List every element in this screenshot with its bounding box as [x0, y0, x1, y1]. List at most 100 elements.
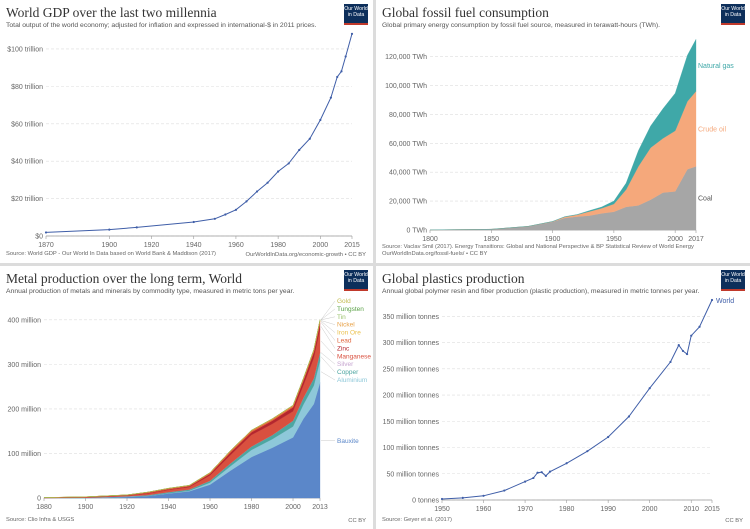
source-note: Source: World GDP - Our World In Data ba…: [6, 251, 216, 257]
x-tick-label: 2015: [344, 242, 360, 249]
license-note[interactable]: CC BY: [725, 518, 743, 524]
data-point: [669, 360, 672, 364]
source-line-1: Source: Vaclav Smil (2017). Energy Trans…: [382, 244, 694, 250]
x-tick-label: 1900: [78, 504, 94, 511]
license-note[interactable]: OurWorldInData.org/economic-growth • CC …: [245, 252, 366, 258]
x-tick-label: 1850: [484, 236, 500, 243]
y-tick-label: $80 trillion: [11, 84, 43, 91]
y-tick-label: 60,000 TWh: [389, 141, 427, 148]
label-leader: [320, 352, 336, 365]
data-point: [440, 497, 444, 501]
data-point: [287, 162, 290, 165]
data-point: [607, 435, 610, 439]
x-tick-label: 1940: [161, 504, 177, 511]
data-point: [685, 352, 689, 356]
data-point: [648, 387, 651, 390]
y-tick-label: 100 million: [8, 451, 42, 458]
y-tick-label: 250 million tonnes: [383, 366, 440, 373]
owid-logo[interactable]: Our World in Data: [344, 270, 368, 291]
logo-line-1: Our World: [344, 6, 368, 12]
source-note: Source: Clio Infra & USGS: [6, 517, 75, 523]
label-leader: [320, 322, 336, 341]
data-point: [681, 349, 685, 353]
x-tick-label: 2015: [704, 506, 720, 513]
x-tick-label: 1920: [119, 504, 135, 511]
series-label: Tungsten: [337, 306, 364, 313]
data-point: [482, 494, 485, 497]
x-tick-label: 1950: [434, 506, 450, 513]
data-point: [108, 228, 111, 231]
chart-title: Metal production over the long term, Wor…: [6, 271, 242, 286]
source-line-2[interactable]: OurWorldInData.org/fossil-fuels/ • CC BY: [382, 251, 488, 257]
x-tick-label: 1880: [36, 504, 52, 511]
x-tick-label: 1950: [606, 236, 622, 243]
data-point: [319, 118, 322, 122]
y-tick-label: 100,000 TWh: [385, 83, 427, 90]
logo-line-1: Our World: [344, 272, 368, 278]
label-leader: [320, 316, 336, 321]
x-tick-label: 2010: [683, 506, 699, 513]
source-note: Source: Geyer et al. (2017): [382, 517, 452, 523]
data-point: [627, 415, 631, 418]
data-point: [234, 208, 238, 211]
y-tick-label: 150 million tonnes: [383, 419, 440, 426]
data-point: [523, 480, 527, 483]
data-point: [245, 200, 248, 203]
y-tick-label: 350 million tonnes: [383, 314, 440, 321]
metal-area-chart: 0 100 million 200 million 300 million 400 mi…: [8, 298, 372, 511]
series-label: Manganese: [337, 353, 371, 360]
x-tick-label: 1980: [244, 504, 260, 511]
data-point: [540, 471, 543, 474]
series-label: Iron Ore: [337, 330, 361, 337]
owid-logo[interactable]: Our World in Data: [721, 270, 745, 291]
owid-logo[interactable]: Our World in Data: [344, 4, 368, 25]
data-point: [224, 213, 227, 216]
label-leader: [320, 340, 336, 357]
data-point: [44, 231, 48, 234]
chart-title: Global fossil fuel consumption: [382, 5, 549, 20]
series-label: Crude oil: [698, 126, 726, 133]
logo-line-1: Our World: [721, 6, 745, 12]
data-point: [461, 496, 464, 500]
data-point: [350, 32, 354, 35]
x-tick-label: 1960: [228, 242, 244, 249]
label-leader: [320, 300, 336, 320]
series-label: Natural gas: [698, 63, 734, 70]
data-point: [277, 170, 280, 173]
fossil-area-chart: 0 TWh 20,000 TWh 40,000 TWh 60,000 TWh 80,00…: [385, 39, 734, 243]
x-tick-label: 1920: [144, 242, 160, 249]
x-tick-label: 2000: [285, 504, 301, 511]
data-point: [544, 474, 547, 477]
license-note[interactable]: CC BY: [348, 518, 366, 524]
x-tick-label: 2013: [312, 504, 328, 511]
series-label: Tin: [337, 314, 346, 321]
plastics-line-chart: 0 tonnes 50 million tonnes 100 million ton…: [383, 298, 735, 513]
area-series: [429, 39, 697, 231]
series-label: Nickel: [337, 322, 355, 329]
owid-logo[interactable]: Our World in Data: [721, 4, 745, 25]
data-point: [503, 489, 506, 492]
data-point: [344, 55, 347, 58]
data-point: [308, 137, 311, 140]
chart-subtitle: Annual production of metals and minerals…: [6, 288, 295, 295]
panel-world-gdp: World GDP over the last two millennia To…: [0, 0, 373, 263]
x-tick-label: 1980: [270, 242, 286, 249]
chart-title: World GDP over the last two millennia: [6, 5, 217, 20]
y-tick-label: 80,000 TWh: [389, 112, 427, 119]
data-point: [213, 217, 216, 220]
chart-subtitle: Total output of the world economy; adjus…: [6, 22, 317, 29]
data-point: [135, 226, 138, 229]
series-line: [45, 33, 353, 233]
logo-line-2: in Data: [724, 12, 742, 19]
logo-line-2: in Data: [347, 278, 365, 285]
label-leader: [320, 326, 336, 349]
y-tick-label: $60 trillion: [11, 121, 43, 128]
y-tick-label: 20,000 TWh: [389, 199, 427, 206]
label-leader: [320, 371, 336, 381]
data-point: [698, 325, 701, 328]
gdp-line-chart: $0 $20 trillion $40 trillion $60 trillion $8…: [7, 32, 360, 249]
label-leader: [320, 308, 336, 320]
label-leader: [320, 356, 336, 373]
y-tick-label: 0: [37, 496, 41, 503]
